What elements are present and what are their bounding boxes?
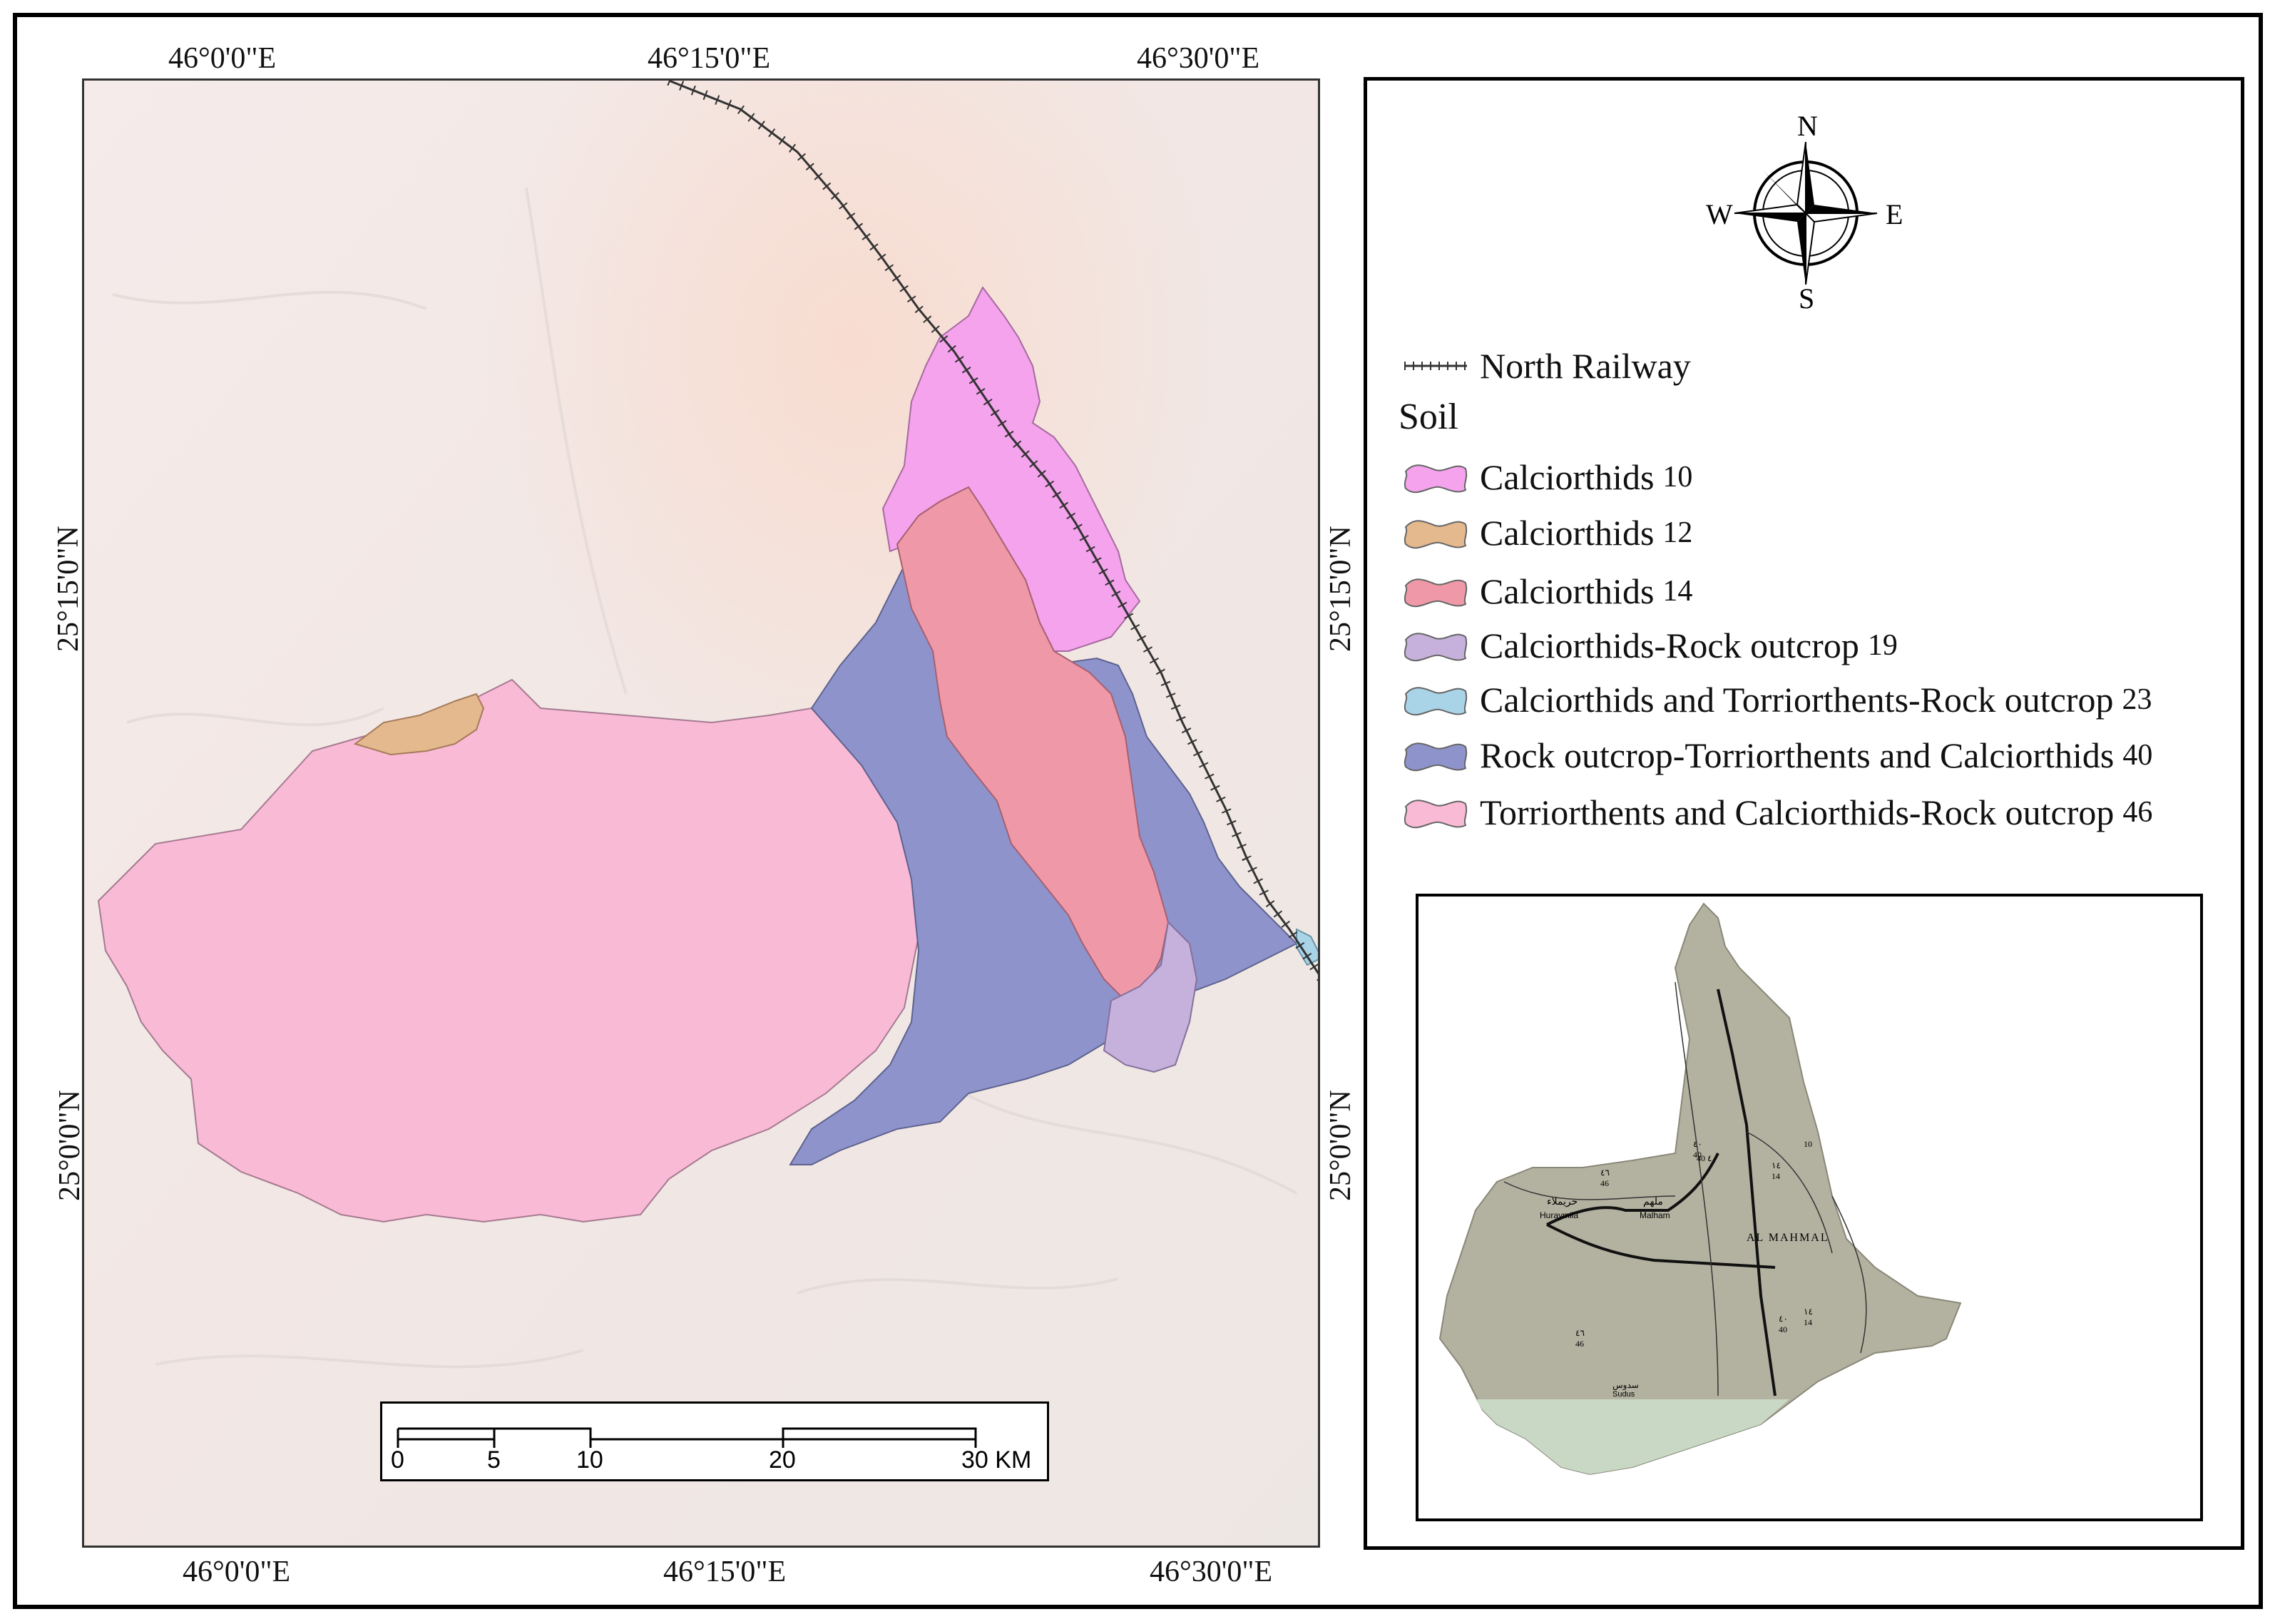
inset-soil-boundaries (1503, 981, 1867, 1396)
coord-left-1: 25°15'0"N (52, 526, 85, 652)
inset-code-40-c: 40 (1697, 1153, 1705, 1163)
coord-bottom-3: 46°30'0"E (1150, 1556, 1273, 1588)
soil-19-region (1103, 920, 1198, 1073)
scale-tick-5: 5 (487, 1446, 501, 1474)
soil-12-region (353, 693, 485, 756)
coord-top-2: 46°15'0"E (648, 42, 771, 75)
inset-code-14-b: 14 (1804, 1317, 1812, 1327)
legend-item-code: 19 (1867, 629, 1898, 662)
soil-46-region (97, 678, 927, 1223)
inset-place-sudus: Sudus (1612, 1390, 1635, 1399)
legend-item-12: Calciorthids 12 (1401, 511, 1692, 554)
legend-item-code: 46 (2122, 796, 2153, 829)
legend-item-code: 12 (1662, 516, 1693, 549)
coord-right-2: 25°0'0"N (1324, 1090, 1357, 1201)
inset-place-huraymila-ar: حريملاء (1547, 1197, 1578, 1207)
inset-place-sudus-ar: سدوس (1612, 1380, 1639, 1390)
soil-title: Soil (1399, 397, 1458, 437)
scale-tick-30: 30 KM (961, 1446, 1032, 1474)
railway-label: North Railway (1480, 346, 1691, 386)
legend-item-10: Calciorthids 10 (1401, 456, 1692, 499)
scale-bar: 0 5 10 20 30 KM (380, 1401, 1049, 1481)
legend-item-46: Torriorthents and Calciorthids-Rock outc… (1401, 791, 2152, 834)
inset-code-40-a: 40 (1693, 1150, 1702, 1160)
legend-railway: North Railway (1401, 344, 1691, 387)
scale-tick-0: 0 (391, 1446, 404, 1474)
inset-code-14-a: 14 (1772, 1171, 1780, 1181)
north-arrow-icon (1734, 141, 1878, 285)
inset-code-ar-46-a: ٤٦ (1600, 1168, 1610, 1178)
inset-code-ar-46-b: ٤٦ (1575, 1328, 1585, 1338)
map-figure-border (13, 13, 2263, 1609)
legend-item-label: Torriorthents and Calciorthids-Rock outc… (1480, 792, 2115, 832)
compass-rose: N S W E (1706, 110, 1903, 315)
legend-item-label: Calciorthids-Rock outcrop (1480, 625, 1859, 665)
legend-item-label: Calciorthids (1480, 571, 1655, 611)
main-map-svg (84, 81, 1318, 1546)
satellite-texture (112, 187, 1297, 1369)
inset-place-al-mahmal: AL MAHMAL (1747, 1232, 1829, 1244)
legend-swatch-46 (1404, 800, 1468, 829)
inset-code-ar-14-a: ١٤ (1772, 1160, 1781, 1170)
legend-item-40: Rock outcrop-Torriorthents and Calciorth… (1401, 734, 2152, 777)
inset-map-svg (1438, 902, 1962, 1476)
inset-place-huraymila: Huraymila (1540, 1210, 1579, 1220)
soil-23-region (1296, 928, 1318, 966)
coord-top-1: 46°0'0"E (168, 42, 277, 75)
inset-roads (1546, 989, 1777, 1396)
legend-item-14: Calciorthids 14 (1401, 570, 1692, 613)
legend-item-code: 40 (2122, 739, 2153, 772)
legend-item-code: 23 (2122, 683, 2152, 716)
inset-code-46-a: 46 (1600, 1178, 1609, 1188)
compass-west: W (1706, 198, 1733, 230)
legend-swatch-23 (1404, 687, 1468, 716)
inset-code-10: 10 (1804, 1139, 1812, 1149)
coord-right-1: 25°15'0"N (1324, 526, 1357, 652)
legend-item-code: 14 (1662, 575, 1693, 608)
coord-bottom-2: 46°15'0"E (663, 1556, 787, 1588)
inset-lower-band (1476, 1399, 1789, 1474)
inset-code-46-b: 46 (1575, 1339, 1584, 1349)
legend-swatch-14 (1404, 578, 1468, 608)
compass-east: E (1886, 198, 1903, 230)
legend-swatch-10 (1404, 464, 1468, 494)
scale-tick-20: 20 (769, 1446, 796, 1474)
scale-bar-graphic (397, 1427, 977, 1448)
inset-code-ar-14-b: ١٤ (1804, 1307, 1813, 1317)
legend-panel: N S W E North Railway Soil Calciorthids 1… (1364, 77, 2244, 1550)
inset-soil-map: حريملاء Huraymila ملهم Malham AL MAHMAL … (1416, 894, 2203, 1521)
inset-code-ar-40-b: ٤٠ (1779, 1314, 1788, 1324)
legend-item-label: Calciorthids (1480, 513, 1655, 553)
legend-item-label: Calciorthids (1480, 457, 1655, 497)
legend-item-23: Calciorthids and Torriorthents-Rock outc… (1401, 678, 2152, 721)
compass-south: S (1799, 282, 1815, 315)
main-map: 0 5 10 20 30 KM (82, 78, 1320, 1548)
legend-item-label: Rock outcrop-Torriorthents and Calciorth… (1480, 735, 2115, 775)
railway-symbol (1404, 362, 1467, 370)
legend-swatch-12 (1404, 520, 1468, 549)
legend-swatch-40 (1404, 742, 1468, 772)
inset-place-malham: Malham (1640, 1210, 1670, 1220)
legend-item-code: 10 (1662, 461, 1693, 494)
coord-bottom-1: 46°0'0"E (183, 1556, 291, 1588)
north-railway (667, 81, 1318, 982)
compass-north: N (1797, 110, 1818, 142)
legend-item-19: Calciorthids-Rock outcrop 19 (1401, 624, 1898, 667)
inset-map-shape (1438, 902, 1962, 1476)
legend-swatch-19 (1404, 633, 1468, 662)
scale-tick-10: 10 (576, 1446, 603, 1474)
inset-code-40-b: 40 (1779, 1324, 1787, 1334)
inset-code-ar-40-c: ٤٠ (1707, 1153, 1717, 1163)
inset-code-ar-40-a: ٤٠ (1693, 1139, 1702, 1149)
legend-item-label: Calciorthids and Torriorthents-Rock outc… (1480, 680, 2114, 720)
coord-top-3: 46°30'0"E (1137, 42, 1260, 75)
inset-place-malham-ar: ملهم (1643, 1197, 1663, 1207)
